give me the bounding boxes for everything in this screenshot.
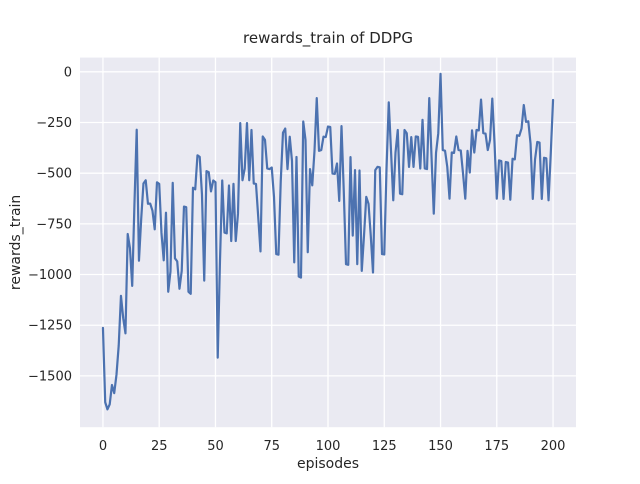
chart-title: rewards_train of DDPG	[243, 29, 413, 48]
y-tick-label: −1000	[28, 268, 72, 283]
y-tick-label: −750	[36, 217, 72, 232]
tick-layer: 0 25 50 75 100 125 150 175 200 0 −250 −500 −750 −1000…	[28, 65, 565, 454]
y-tick-label: 0	[64, 65, 72, 80]
x-tick-label: 0	[99, 439, 107, 454]
x-axis-label: episodes	[297, 456, 359, 472]
x-tick-label: 200	[541, 439, 566, 454]
x-tick-label: 100	[316, 439, 341, 454]
x-tick-label: 175	[484, 439, 509, 454]
y-axis-label: rewards_train	[8, 195, 24, 290]
y-tick-label: −1250	[28, 319, 72, 334]
x-tick-label: 75	[263, 439, 280, 454]
y-tick-label: −500	[36, 167, 72, 182]
y-tick-label: −250	[36, 116, 72, 131]
series-layer	[101, 72, 555, 411]
x-tick-label: 50	[207, 439, 224, 454]
x-tick-label: 25	[151, 439, 168, 454]
y-tick-label: −1500	[28, 369, 72, 384]
x-tick-label: 150	[428, 439, 453, 454]
x-tick-label: 125	[372, 439, 397, 454]
rewards-line	[101, 72, 555, 411]
